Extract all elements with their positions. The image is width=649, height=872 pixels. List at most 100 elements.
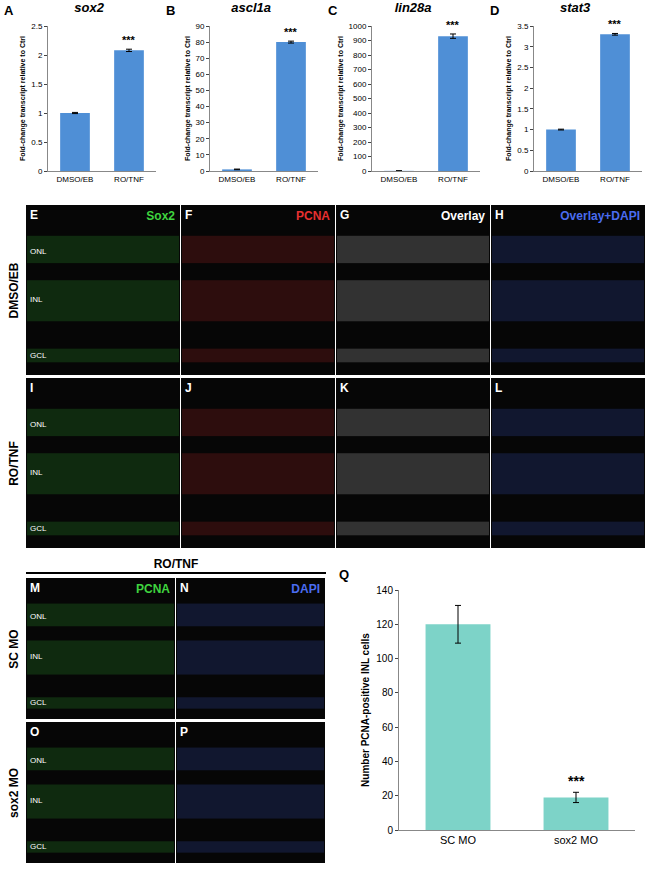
svg-text:40: 40 (382, 756, 394, 767)
svg-text:INL: INL (30, 652, 43, 661)
svg-text:J: J (185, 381, 192, 395)
svg-text:RO/TNF: RO/TNF (114, 175, 144, 184)
svg-text:600: 600 (353, 80, 367, 89)
svg-text:DMSO/EB: DMSO/EB (7, 262, 21, 318)
svg-text:140: 140 (376, 585, 393, 596)
svg-text:Fold-change transcript relativ: Fold-change transcript relative to Ctrl (184, 36, 192, 161)
svg-text:0: 0 (38, 167, 43, 176)
svg-text:RO/TNF: RO/TNF (7, 441, 21, 486)
svg-text:C: C (328, 3, 338, 18)
svg-text:0: 0 (524, 167, 529, 176)
svg-text:P: P (180, 725, 188, 739)
svg-text:***: *** (608, 18, 622, 30)
svg-text:RO/TNF: RO/TNF (276, 175, 306, 184)
svg-text:0: 0 (362, 167, 367, 176)
svg-text:I: I (30, 381, 33, 395)
svg-text:DAPI: DAPI (291, 582, 320, 596)
svg-text:INL: INL (30, 295, 43, 304)
svg-text:D: D (490, 3, 499, 18)
svg-text:sox2 MO: sox2 MO (7, 768, 21, 818)
svg-text:***: *** (122, 34, 136, 46)
svg-text:DMSO/EB: DMSO/EB (381, 175, 418, 184)
svg-text:ONL: ONL (30, 612, 47, 621)
svg-text:G: G (340, 208, 349, 222)
svg-text:80: 80 (195, 38, 204, 47)
svg-text:GCL: GCL (30, 698, 47, 707)
svg-text:40: 40 (195, 102, 204, 111)
svg-text:50: 50 (195, 86, 204, 95)
svg-text:RO/TNF: RO/TNF (154, 557, 199, 571)
svg-text:2.5: 2.5 (517, 63, 529, 72)
svg-text:Sox2: Sox2 (146, 209, 175, 223)
svg-text:3.5: 3.5 (517, 22, 529, 31)
svg-text:400: 400 (353, 109, 367, 118)
svg-text:20: 20 (195, 135, 204, 144)
svg-text:900: 900 (353, 36, 367, 45)
svg-text:60: 60 (195, 70, 204, 79)
svg-text:Number PCNA-positive INL cells: Number PCNA-positive INL cells (360, 633, 371, 787)
svg-text:sox2 MO: sox2 MO (554, 834, 598, 846)
svg-text:A: A (4, 3, 14, 18)
svg-text:K: K (340, 381, 349, 395)
svg-text:INL: INL (30, 468, 43, 477)
svg-text:M: M (30, 581, 40, 595)
svg-text:H: H (495, 208, 504, 222)
svg-text:lin28a: lin28a (395, 0, 432, 15)
svg-text:Overlay+DAPI: Overlay+DAPI (560, 209, 640, 223)
svg-text:SC MO: SC MO (440, 834, 477, 846)
svg-text:N: N (180, 581, 189, 595)
svg-text:***: *** (568, 773, 585, 789)
svg-text:700: 700 (353, 65, 367, 74)
svg-text:Q: Q (339, 567, 349, 582)
svg-text:Fold-change transcript relativ: Fold-change transcript relative to Ctrl (337, 36, 345, 161)
svg-text:10: 10 (195, 151, 204, 160)
svg-text:DMSO/EB: DMSO/EB (219, 175, 256, 184)
svg-text:ONL: ONL (30, 247, 47, 256)
svg-text:0: 0 (387, 825, 393, 836)
svg-text:stat3: stat3 (560, 0, 591, 15)
svg-text:E: E (30, 208, 38, 222)
svg-text:GCL: GCL (30, 351, 47, 360)
svg-text:30: 30 (195, 118, 204, 127)
svg-text:80: 80 (382, 687, 394, 698)
svg-text:90: 90 (195, 22, 204, 31)
svg-text:1.5: 1.5 (31, 80, 43, 89)
svg-text:60: 60 (382, 722, 394, 733)
svg-text:2.5: 2.5 (31, 22, 43, 31)
svg-text:1: 1 (524, 125, 529, 134)
svg-text:PCNA: PCNA (296, 209, 330, 223)
svg-text:1: 1 (38, 109, 43, 118)
svg-text:200: 200 (353, 138, 367, 147)
svg-text:0: 0 (200, 167, 205, 176)
svg-text:GCL: GCL (30, 524, 47, 533)
svg-text:0.5: 0.5 (517, 146, 529, 155)
svg-text:DMSO/EB: DMSO/EB (57, 175, 94, 184)
svg-text:F: F (185, 208, 192, 222)
svg-text:800: 800 (353, 51, 367, 60)
svg-text:***: *** (284, 26, 298, 38)
svg-text:3: 3 (524, 43, 529, 52)
svg-text:0.5: 0.5 (31, 138, 43, 147)
svg-text:70: 70 (195, 54, 204, 63)
svg-text:sox2: sox2 (74, 0, 104, 15)
svg-text:O: O (30, 725, 39, 739)
svg-text:RO/TNF: RO/TNF (438, 175, 468, 184)
svg-text:B: B (166, 3, 175, 18)
svg-text:2: 2 (38, 51, 43, 60)
svg-text:120: 120 (376, 619, 393, 630)
svg-text:1.5: 1.5 (517, 105, 529, 114)
svg-text:RO/TNF: RO/TNF (600, 175, 630, 184)
svg-text:100: 100 (353, 152, 367, 161)
svg-text:100: 100 (376, 653, 393, 664)
svg-text:L: L (495, 381, 502, 395)
svg-text:ONL: ONL (30, 756, 47, 765)
svg-text:Overlay: Overlay (441, 209, 485, 223)
svg-text:DMSO/EB: DMSO/EB (543, 175, 580, 184)
svg-text:PCNA: PCNA (136, 582, 170, 596)
svg-text:1000: 1000 (349, 22, 367, 31)
svg-text:SC MO: SC MO (7, 629, 21, 668)
svg-text:20: 20 (382, 790, 394, 801)
svg-text:ascl1a: ascl1a (231, 0, 271, 15)
svg-text:Fold-change transcript relativ: Fold-change transcript relative to Ctrl (19, 36, 27, 161)
svg-text:300: 300 (353, 123, 367, 132)
